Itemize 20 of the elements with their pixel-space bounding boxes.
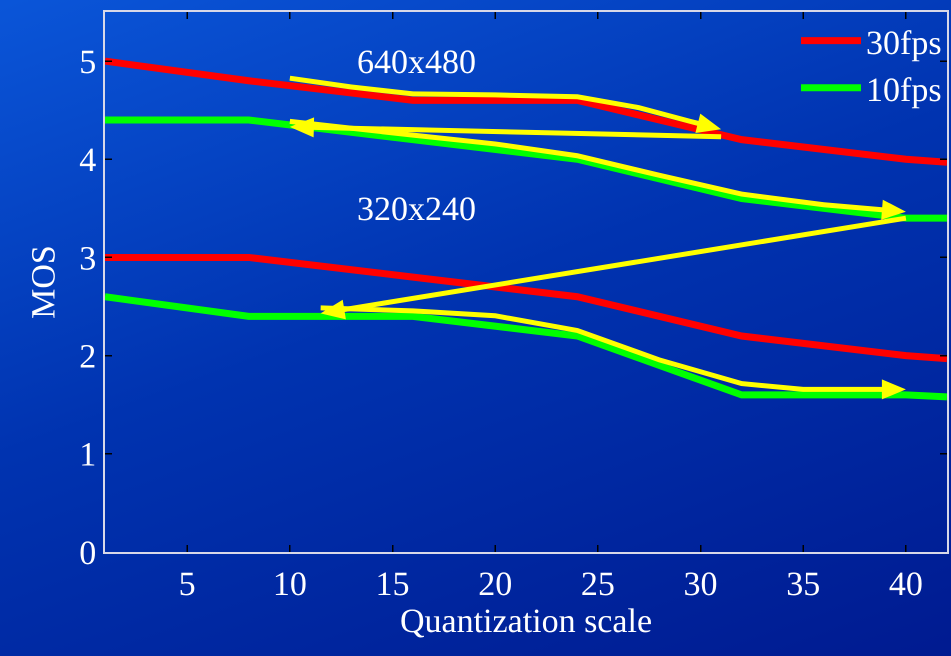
x-tick-label: 15 (376, 566, 410, 603)
y-tick-label: 2 (79, 338, 96, 376)
x-axis-title: Quantization scale (400, 602, 652, 640)
y-tick-label: 0 (79, 534, 96, 572)
x-tick-label: 25 (580, 566, 615, 603)
x-tick-label: 10 (272, 566, 307, 603)
y-tick-label: 3 (79, 240, 96, 278)
x-tick-label: 5 (178, 566, 196, 603)
annotation: 640x480 (357, 44, 476, 81)
x-tick-label: 20 (478, 566, 512, 603)
x-tick-label: 40 (888, 566, 923, 603)
legend-label: 10fps (866, 72, 942, 110)
y-axis-title: MOS (25, 245, 62, 319)
y-tick-label: 4 (79, 142, 96, 180)
y-tick-label: 1 (79, 436, 96, 474)
x-tick-label: 35 (786, 566, 820, 603)
y-tick-label: 5 (79, 44, 96, 81)
x-tick-label: 30 (684, 566, 718, 603)
annotation: 320x240 (357, 191, 476, 228)
legend-label: 30fps (866, 24, 942, 62)
